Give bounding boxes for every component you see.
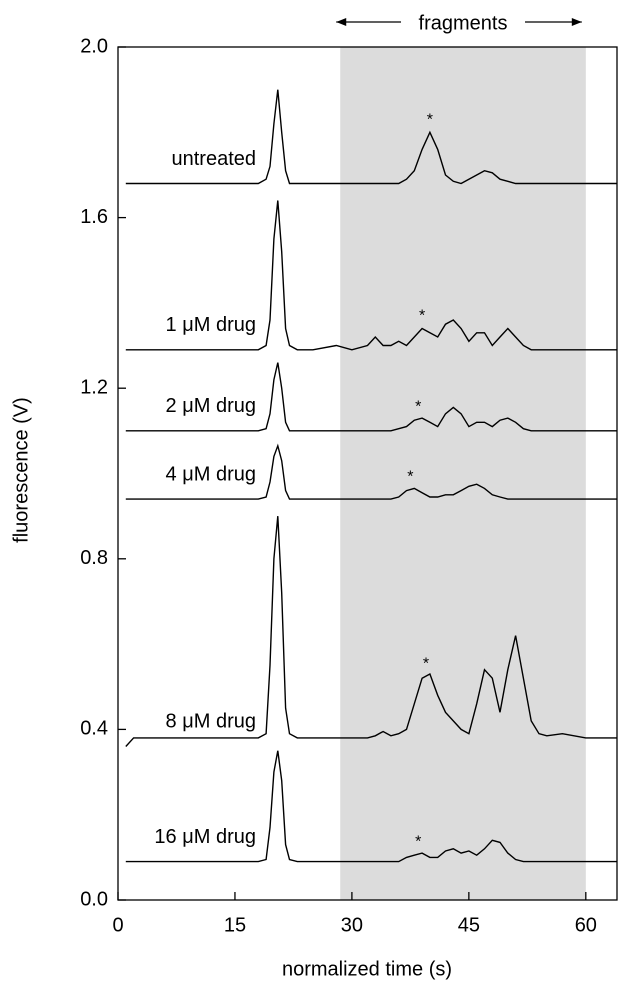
trace xyxy=(125,89,617,185)
trace xyxy=(125,443,617,500)
y-axis-label: fluorescence (V) xyxy=(10,397,32,543)
trace-label: 2 μM drug xyxy=(166,395,256,417)
shaded-region xyxy=(340,47,586,900)
x-tick-label: 60 xyxy=(575,914,597,936)
y-tick-label: 0.8 xyxy=(80,547,108,569)
peak-marker: * xyxy=(419,308,425,325)
peak-marker: * xyxy=(407,469,413,486)
region-label: fragments xyxy=(419,12,508,34)
trace xyxy=(125,516,617,747)
y-tick-label: 0.0 xyxy=(80,888,108,910)
y-tick-label: 2.0 xyxy=(80,35,108,57)
trace-label: 8 μM drug xyxy=(166,711,256,733)
peak-marker: * xyxy=(415,398,421,415)
trace-label: untreated xyxy=(171,148,256,170)
y-tick-label: 0.4 xyxy=(80,718,108,740)
x-tick-label: 0 xyxy=(112,914,123,936)
y-tick-label: 1.6 xyxy=(80,206,108,228)
peak-marker: * xyxy=(423,655,429,672)
trace xyxy=(125,750,617,863)
peak-marker: * xyxy=(427,112,433,129)
trace xyxy=(125,362,617,432)
x-axis-label: normalized time (s) xyxy=(282,958,452,980)
region-arrowhead xyxy=(571,18,582,26)
x-tick-label: 45 xyxy=(458,914,480,936)
x-tick-label: 15 xyxy=(224,914,246,936)
trace xyxy=(125,200,617,351)
trace-label: 1 μM drug xyxy=(166,314,256,336)
y-tick-label: 1.2 xyxy=(80,376,108,398)
x-tick-label: 30 xyxy=(341,914,363,936)
trace-label: 4 μM drug xyxy=(166,463,256,485)
peak-marker: * xyxy=(415,833,421,850)
region-arrowhead xyxy=(336,18,347,26)
plot-frame xyxy=(117,46,618,901)
trace-label: 16 μM drug xyxy=(154,826,256,848)
